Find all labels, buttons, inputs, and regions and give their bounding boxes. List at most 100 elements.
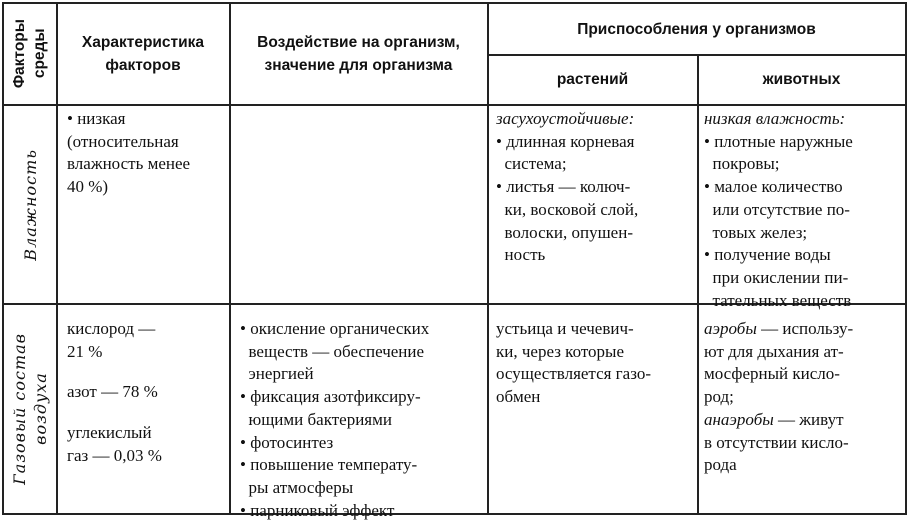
text-line: ки, восковой слой, [496,199,696,222]
text-segment: — использу- [756,319,854,338]
text-segment: газ — 0,03 % [67,445,162,465]
text-line: • парниковый эффект [240,500,485,522]
cell-plants: засухоустойчивые: • длинная корневая сист… [496,108,696,267]
text-line: ющими бактериями [240,409,485,432]
italic-term: аэробы [704,319,757,338]
text-line: товых желез; [704,222,904,245]
header-animals: животных [762,71,841,88]
text-segment: система; [496,154,567,174]
factor-label: Влажность [20,148,40,261]
italic-term: анаэробы [704,409,774,429]
text-segment: веществ — обеспечение [240,341,425,361]
text-segment: • листья — колюч- [496,177,631,197]
text-segment: устьица и чечевич- [496,319,634,338]
text-line: азот — 78 % [67,381,227,404]
text-segment: в отсутствии кисло- [704,432,849,452]
divider [697,54,699,513]
header-line: Характеристика [81,34,205,51]
text-line: • фотосинтез [240,432,485,455]
text-segment: ки, восковой слой, [496,199,639,219]
text-segment: углекислый [67,423,152,443]
text-line: низкая влажность: [704,108,904,131]
divider [56,4,58,513]
text-line: углекислый [67,422,227,445]
text-line: род; [704,386,904,409]
text-line: веществ — обеспечение [240,341,485,364]
divider [487,4,489,513]
text-segment: • получение воды [704,245,831,265]
text-segment: (относительная [67,131,179,151]
header-impact: Воздействие на организм, значение для орг… [230,4,487,104]
factor-label: Газовый состав [10,333,29,485]
text-segment: • окисление органических [240,319,430,338]
cell-impact: • окисление органических веществ — обесп… [240,318,485,522]
text-segment: ность [496,245,546,265]
text-line: 21 % [67,341,227,364]
text-segment: при окислении пи- [704,267,849,287]
text-segment: ющими бактериями [240,409,392,429]
text-line: тательных веществ [704,290,904,313]
text-segment: • низкая [67,109,126,128]
text-segment: азот — 78 % [67,382,158,402]
text-line: ры атмосферы [240,477,485,500]
text-line: ки, через которые [496,341,696,364]
text-line: устьица и чечевич- [496,318,696,341]
header-characteristic: Характеристика факторов [57,4,229,104]
cell-animals: аэробы — использу-ют для дыхания ат-мосф… [704,318,904,477]
text-line: 40 %) [67,176,227,199]
text-segment: кислород — [67,319,156,338]
text-line [67,404,227,422]
text-line: рода [704,454,904,477]
divider [487,54,905,56]
text-segment: рода [704,455,737,475]
text-segment: 40 %) [67,177,109,197]
divider [4,104,905,106]
text-line: кислород — [67,318,227,341]
text-line: осуществляется газо- [496,363,696,386]
text-segment: мосферный кисло- [704,364,840,384]
text-line: система; [496,153,696,176]
text-line: покровы; [704,153,904,176]
text-line: волоски, опушен- [496,222,696,245]
text-line: обмен [496,386,696,409]
text-segment: • фотосинтез [240,432,334,452]
text-line: • длинная корневая [496,131,696,154]
divider [229,4,231,513]
text-line: • получение воды [704,244,904,267]
text-segment: осуществляется газо- [496,364,651,384]
text-segment: род; [704,387,734,407]
text-line: • низкая [67,108,227,131]
text-segment: покровы; [704,154,780,174]
text-line: ность [496,244,696,267]
text-line: в отсутствии кисло- [704,432,904,455]
text-line: анаэробы — живут [704,409,904,432]
text-segment: • плотные наружные [704,131,853,151]
text-line: газ — 0,03 % [67,445,227,468]
italic-term: низкая влажность: [704,109,846,128]
text-segment: товых желез; [704,222,808,242]
text-segment: • повышение температу- [240,455,418,475]
text-segment: — живут [773,409,844,429]
text-segment: волоски, опушен- [496,222,634,242]
text-segment: ют для дыхания ат- [704,341,844,361]
text-line: (относительная [67,131,227,154]
cell-characteristic: кислород — 21 % азот — 78 % углекислый газ —… [67,318,227,468]
header-factors: Факторы среды [4,4,56,104]
text-line: ют для дыхания ат- [704,341,904,364]
header-line: Факторы [11,19,28,89]
text-line: или отсутствие по- [704,199,904,222]
cell-animals: низкая влажность: • плотные наружные покр… [704,108,904,312]
italic-term: засухоустойчивые: [496,109,635,128]
header-line: среды [31,29,48,79]
text-line: • малое количество [704,176,904,199]
header-line: значение для организма [264,57,453,74]
text-segment: энергией [240,364,314,384]
text-segment: • малое количество [704,177,843,197]
factor-label: воздуха [31,372,50,446]
text-line: засухоустойчивые: [496,108,696,131]
text-line: • повышение температу- [240,454,485,477]
text-line: • окисление органических [240,318,485,341]
header-adaptations: Приспособления у организмов [577,20,816,38]
text-segment: 21 % [67,341,103,361]
header-plants: растений [556,71,629,88]
